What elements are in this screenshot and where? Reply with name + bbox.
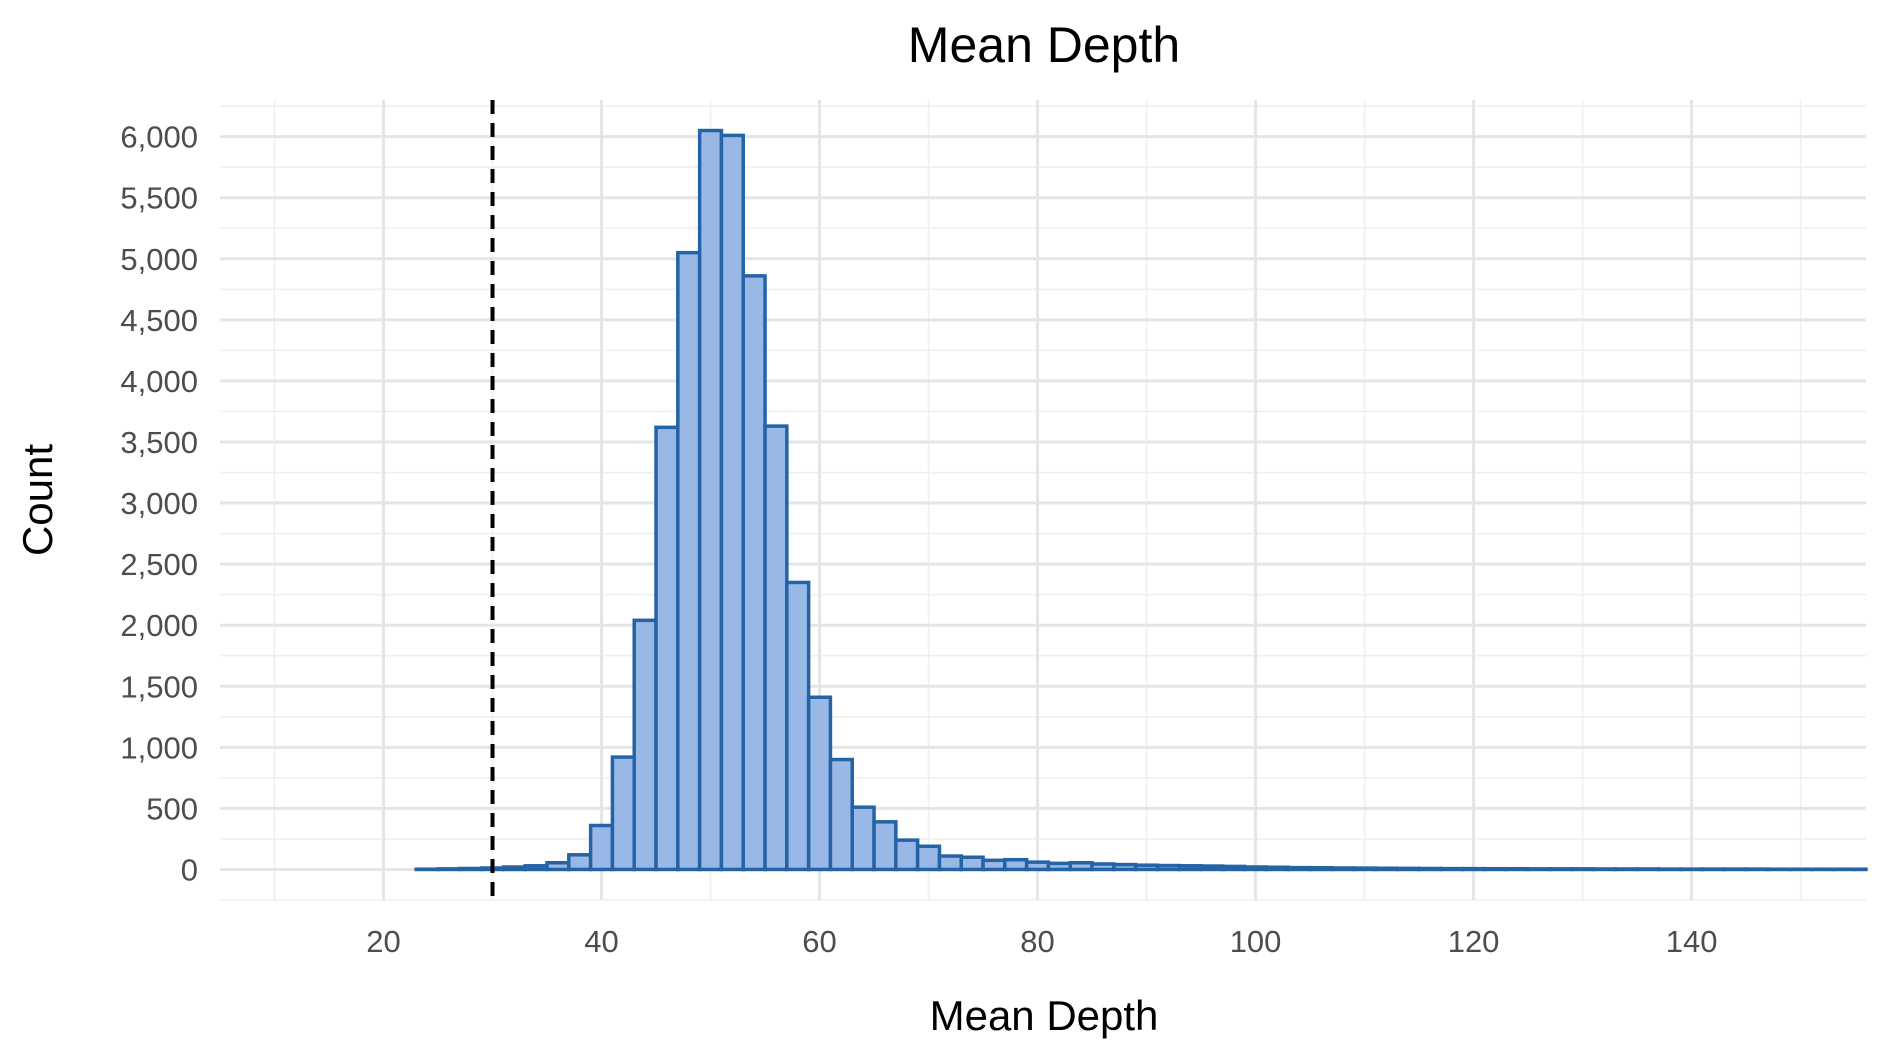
y-axis-ticks: 0 500 1,000 1,500 2,000 2,500 3,000 3,500 4,000 4…: [120, 120, 198, 888]
histogram-bar: [785, 580, 811, 872]
histogram-bar: [894, 838, 920, 872]
histogram-bar: [588, 823, 615, 872]
x-tick-label: 40: [584, 924, 618, 959]
histogram-bar: [959, 855, 985, 872]
histogram-bar: [1264, 865, 1291, 872]
histogram-bar: [1003, 857, 1029, 872]
y-tick-label: 2,000: [120, 608, 198, 643]
histogram-bar: [1068, 860, 1094, 872]
x-tick-label: 60: [802, 924, 836, 959]
histogram-bar: [872, 820, 898, 872]
histogram-bar: [1417, 866, 1443, 872]
histogram-bar: [501, 865, 527, 872]
histogram-bar: [458, 866, 484, 872]
histogram-bar: [763, 424, 789, 872]
histogram-bar: [828, 757, 854, 872]
y-tick-label: 4,000: [120, 364, 198, 399]
histogram-bar: [981, 858, 1007, 872]
histogram-bar: [654, 425, 680, 872]
histogram-bar: [741, 274, 767, 872]
x-axis-label: Mean Depth: [930, 992, 1159, 1039]
histogram-bar: [1155, 863, 1182, 872]
histogram-bar: [1112, 862, 1138, 872]
histogram-bar: [1460, 866, 1487, 872]
histogram-bar: [915, 844, 942, 872]
histogram-bar: [1395, 866, 1421, 872]
histogram-bar: [1090, 862, 1116, 872]
histogram-bar: [850, 805, 876, 872]
histogram-bar: [545, 860, 571, 872]
histogram-bar: [567, 853, 593, 872]
y-tick-label: 6,000: [120, 120, 198, 155]
y-tick-label: 4,500: [120, 303, 198, 338]
x-axis-ticks: 20 40 60 80 100 120 140: [366, 924, 1717, 959]
histogram-bar: [632, 618, 658, 872]
histogram-bar: [676, 250, 702, 872]
histogram-bar: [1221, 864, 1247, 872]
histogram-bar: [1439, 866, 1465, 872]
histogram-bar: [1024, 860, 1051, 872]
y-axis-label: Count: [14, 444, 61, 556]
y-tick-label: 0: [181, 852, 198, 887]
histogram-bar: [719, 133, 745, 872]
histogram-bars: [414, 128, 1868, 872]
y-tick-label: 3,000: [120, 486, 198, 521]
chart-title: Mean Depth: [908, 17, 1180, 73]
histogram-bar: [1330, 866, 1356, 872]
y-tick-label: 500: [146, 791, 198, 826]
y-tick-label: 5,500: [120, 181, 198, 216]
y-tick-label: 1,500: [120, 669, 198, 704]
histogram-bar: [1199, 864, 1225, 872]
histogram-bar: [806, 695, 833, 872]
histogram-bar: [1504, 866, 1530, 872]
histogram-bar: [937, 854, 963, 872]
histogram-bar: [610, 755, 636, 872]
histogram-bar: [1133, 863, 1160, 872]
grid-lines: [220, 100, 1866, 901]
x-tick-label: 100: [1230, 924, 1282, 959]
y-tick-label: 1,000: [120, 730, 198, 765]
histogram-bar: [697, 128, 724, 872]
histogram-bar: [1526, 867, 1552, 872]
histogram-bar: [1569, 867, 1596, 872]
histogram-bar: [436, 867, 462, 872]
x-tick-label: 120: [1448, 924, 1500, 959]
histogram-bar: [1548, 867, 1574, 872]
x-tick-label: 80: [1020, 924, 1054, 959]
histogram-bar: [1177, 864, 1203, 872]
y-tick-label: 3,500: [120, 425, 198, 460]
histogram-bar: [1308, 866, 1334, 872]
x-tick-label: 20: [366, 924, 400, 959]
histogram-bar: [1286, 865, 1312, 872]
histogram-bar: [1046, 861, 1073, 872]
histogram-bar: [1373, 866, 1400, 872]
x-tick-label: 140: [1666, 924, 1718, 959]
histogram-bar: [1482, 866, 1509, 872]
histogram-bar: [1351, 866, 1378, 872]
histogram-bar: [1242, 865, 1269, 872]
histogram-bar: [523, 864, 549, 872]
y-tick-label: 5,000: [120, 242, 198, 277]
y-tick-label: 2,500: [120, 547, 198, 582]
